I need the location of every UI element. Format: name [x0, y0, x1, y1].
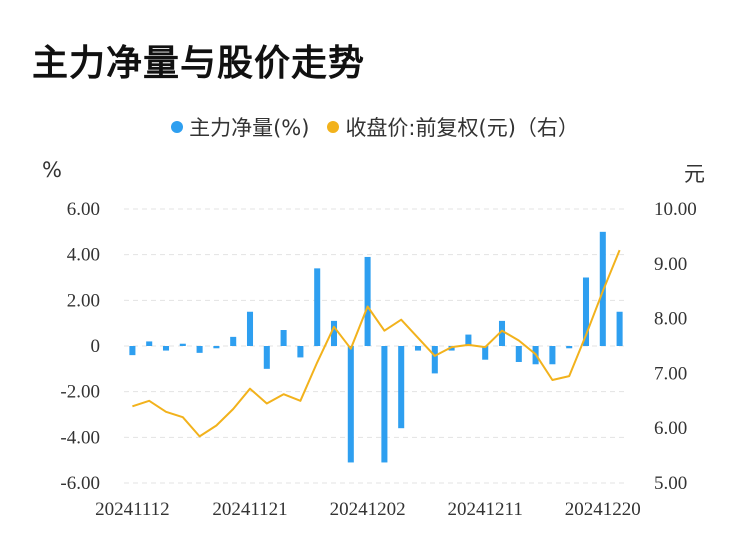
- bar: [280, 330, 287, 346]
- legend-label-close-price: 收盘价:前复权(元)（右）: [345, 116, 579, 140]
- bar: [246, 311, 254, 346]
- bar: [582, 277, 590, 346]
- bar: [364, 256, 371, 346]
- y-left-tick-label: 2.00: [67, 290, 100, 311]
- bar: [381, 346, 388, 463]
- bar: [566, 346, 573, 349]
- y-right-tick-label: 6.00: [654, 418, 687, 439]
- y-left-tick-label: -6.00: [60, 473, 100, 494]
- y-left-tick-label: 0: [91, 336, 101, 357]
- price-line: [132, 249, 621, 438]
- y-right-tick-label: 8.00: [654, 309, 687, 330]
- legend-bar-marker-icon: [171, 121, 184, 133]
- y-right-tick-label: 7.00: [654, 363, 687, 384]
- y-right-tick-label: 9.00: [654, 254, 687, 275]
- bar: [482, 346, 489, 360]
- x-tick-label: 20241112: [95, 499, 170, 520]
- bar: [549, 346, 556, 365]
- bar: [213, 346, 220, 349]
- y-left-tick-label: 4.00: [67, 245, 100, 266]
- bar: [297, 346, 304, 358]
- y-left-tick-label: -4.00: [60, 427, 100, 448]
- y-right-tick-label: 5.00: [654, 473, 687, 494]
- bar: [448, 346, 455, 351]
- bar: [347, 346, 354, 463]
- legend-item-close-price[interactable]: 收盘价:前复权(元)（右）: [327, 112, 579, 142]
- bar: [515, 346, 522, 362]
- bar: [330, 320, 338, 346]
- right-axis-unit: 元: [684, 162, 705, 186]
- chart-title: 主力净量与股价走势: [32, 43, 366, 84]
- y-left-tick-label: 6.00: [67, 199, 100, 220]
- y-right-tick-label: 10.00: [654, 199, 697, 220]
- bar: [616, 311, 623, 346]
- bar: [230, 336, 237, 346]
- bar: [263, 346, 270, 369]
- legend: 主力净量(%) 收盘价:前复权(元)（右）: [0, 112, 750, 142]
- x-tick-label: 20241220: [565, 499, 641, 520]
- bar: [398, 346, 405, 429]
- x-tick-label: 20241202: [330, 499, 406, 520]
- bar: [431, 346, 438, 374]
- legend-item-net-volume[interactable]: 主力净量(%): [171, 112, 309, 142]
- bar: [465, 334, 472, 346]
- bar: [129, 346, 136, 356]
- bar: [196, 346, 203, 353]
- x-tick-label: 20241121: [212, 499, 287, 520]
- x-tick-label: 20241211: [448, 499, 523, 520]
- bar: [498, 320, 506, 346]
- legend-line-marker-icon: [327, 121, 340, 133]
- legend-label-net-volume: 主力净量(%): [189, 116, 310, 140]
- left-axis-unit: %: [42, 158, 62, 182]
- bar: [179, 343, 186, 346]
- bar: [414, 346, 422, 351]
- bar: [314, 268, 321, 346]
- bar: [162, 346, 170, 351]
- bar: [146, 341, 153, 346]
- y-left-tick-label: -2.00: [60, 382, 100, 403]
